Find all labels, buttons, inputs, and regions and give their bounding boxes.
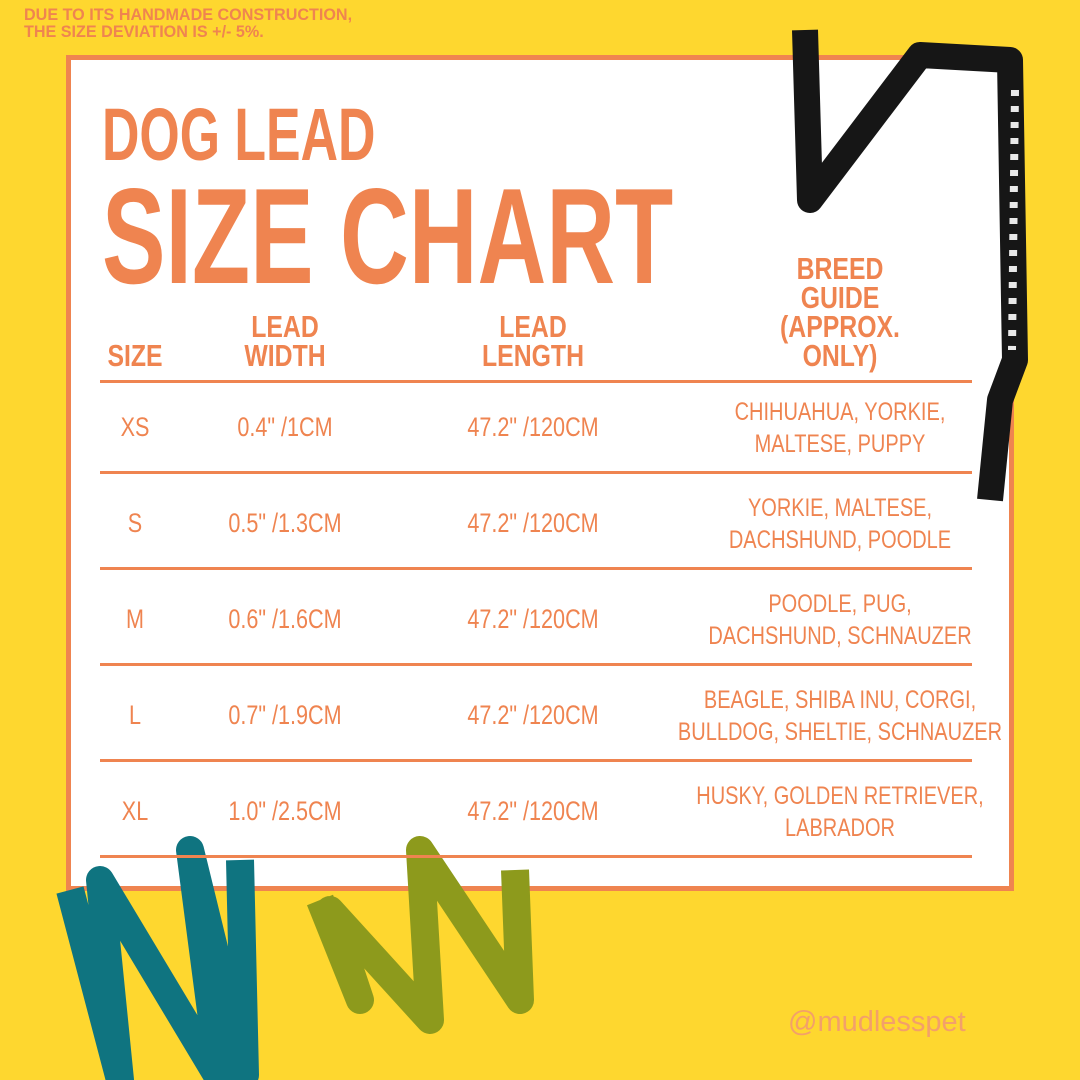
table-cell: L — [128, 700, 142, 730]
text-line: (APPROX. — [780, 309, 900, 344]
row-rule — [100, 855, 972, 858]
breed-cell: POODLE, PUG, DACHSHUND, SCHNAUZER — [672, 588, 1008, 652]
text-line: SIZE — [107, 338, 163, 373]
table-cell: 0.6" /1.6CM — [228, 604, 342, 634]
table-cell: 47.2" /120CM — [467, 604, 599, 634]
text-line: ONLY) — [802, 338, 878, 373]
text-line: YORKIE, MALTESE, — [747, 494, 933, 522]
note-line: DUE TO ITS HANDMADE CONSTRUCTION, — [24, 5, 353, 24]
table-cell: 47.2" /120CM — [467, 508, 599, 538]
text-line: DACHSHUND, POODLE — [728, 526, 952, 554]
text-line: DACHSHUND, SCHNAUZER — [708, 622, 972, 650]
table-cell: 47.2" /120CM — [467, 796, 599, 826]
row-rule — [100, 663, 972, 666]
breed-cell: HUSKY, GOLDEN RETRIEVER, LABRADOR — [672, 780, 1008, 844]
text-line: MALTESE, PUPPY — [754, 430, 926, 458]
text-line: GUIDE — [800, 280, 880, 315]
text-line: HUSKY, GOLDEN RETRIEVER, — [696, 782, 984, 810]
breed-cell: BEAGLE, SHIBA INU, CORGI, BULLDOG, SHELTI… — [672, 684, 1008, 748]
title-line: DOG LEAD — [102, 93, 376, 176]
black-leash — [792, 29, 1028, 502]
table-cell: M — [126, 604, 144, 634]
text-line: BREED — [796, 251, 884, 286]
text-line: LENGTH — [482, 338, 584, 373]
text-line: CHIHUAHUA, YORKIE, — [734, 398, 946, 426]
table-cell: XL — [121, 796, 149, 826]
note: DUE TO ITS HANDMADE CONSTRUCTION, THE SI… — [24, 6, 352, 40]
table-cell: 1.0" /2.5CM — [228, 796, 342, 826]
row-rule — [100, 471, 972, 474]
table-cell: XS — [120, 412, 150, 442]
text-line: BEAGLE, SHIBA INU, CORGI, — [703, 686, 977, 714]
text-line: POODLE, PUG, — [768, 590, 912, 618]
breed-cell: CHIHUAHUA, YORKIE, MALTESE, PUPPY — [672, 396, 1008, 460]
column-header: LEAD LENGTH — [365, 309, 701, 373]
table-cell: 0.4" /1CM — [237, 412, 333, 442]
reflective-strip — [1008, 89, 1019, 351]
teal-leash — [56, 836, 259, 1080]
row-rule — [100, 567, 972, 570]
note-line: THE SIZE DEVIATION IS +/- 5%. — [24, 22, 264, 41]
title: SIZE CHART — [102, 160, 674, 312]
column-header: SIZE — [0, 338, 303, 373]
column-header: BREED GUIDE (APPROX. ONLY) — [672, 251, 1008, 373]
row-rule — [100, 759, 972, 762]
text-line: LABRADOR — [784, 814, 896, 842]
olive-leash — [307, 836, 534, 1034]
table-cell: 0.5" /1.3CM — [228, 508, 342, 538]
table-cell: 47.2" /120CM — [467, 412, 599, 442]
breed-cell: YORKIE, MALTESE, DACHSHUND, POODLE — [672, 492, 1008, 556]
text-line: LEAD — [499, 309, 567, 344]
text-line: WIDTH — [244, 338, 326, 373]
column-header: LEAD WIDTH — [117, 309, 453, 373]
table-cell: 47.2" /120CM — [467, 700, 599, 730]
row-rule — [100, 380, 972, 383]
table-cell: 0.7" /1.9CM — [228, 700, 342, 730]
table-cell: S — [127, 508, 143, 538]
text-line: LEAD — [251, 309, 319, 344]
text-line: BULLDOG, SHELTIE, SCHNAUZER — [677, 718, 1003, 746]
handle: @mudlesspet — [788, 1006, 966, 1038]
